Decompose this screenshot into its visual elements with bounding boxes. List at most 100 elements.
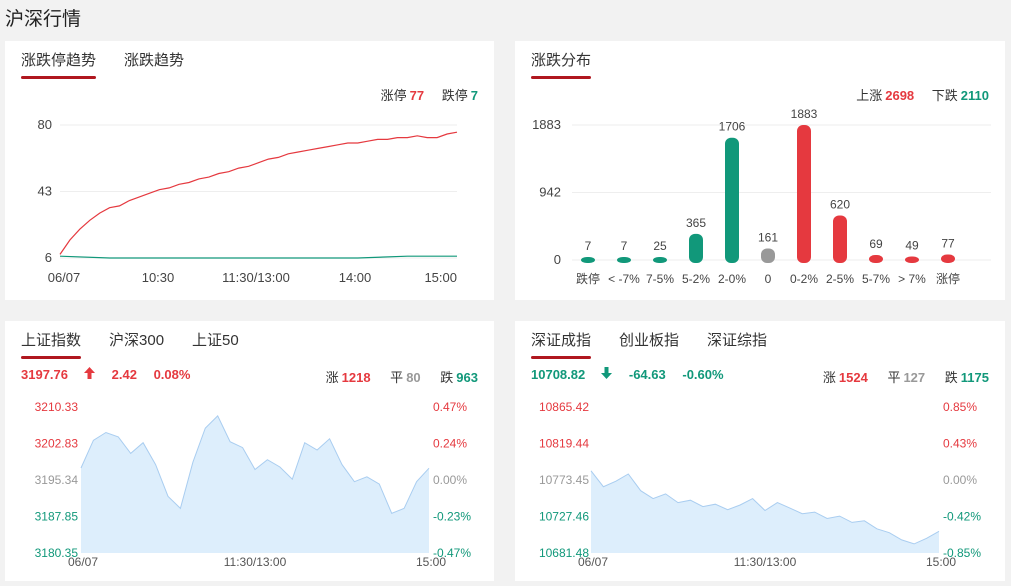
y-tick-label: 0 (554, 252, 561, 267)
x-tick-label: 15:00 (424, 270, 457, 285)
y-tick-label: 80 (38, 117, 52, 132)
category-label: 0 (765, 272, 772, 286)
x-tick-label: 14:00 (339, 270, 372, 285)
sz-up-label: 涨 (822, 370, 836, 385)
up-count-label: 上涨 (856, 88, 883, 103)
dist-summary: 上涨 2698 下跌 2110 (856, 85, 989, 104)
sz-panel-tabs: 深证成指 创业板指 深证综指 (531, 329, 767, 359)
sz-breadth: 涨 1524 平 127 跌 1175 (807, 367, 989, 386)
y-tick-label-left: 10727.46 (539, 510, 589, 524)
tab-distribution[interactable]: 涨跌分布 (531, 49, 592, 79)
y-tick-label-right: -0.23% (433, 510, 471, 524)
category-label: 5-2% (682, 272, 710, 286)
sh-up-value: 1218 (341, 370, 371, 385)
sz-down-value: 1175 (960, 370, 989, 385)
category-label: 2-5% (826, 272, 854, 286)
sz-up-value: 1524 (838, 370, 868, 385)
sz-pct: -0.60% (682, 367, 724, 382)
x-tick-label: 06/07 (578, 555, 608, 569)
limit-down-label: 跌停 (441, 88, 468, 103)
distribution-chart: 1883 942 0 7 跌停 7 < -7% 25 7-5% 365 5-2% 1706 2-0% 16… (532, 107, 991, 286)
arrow-up-icon (84, 367, 95, 379)
bar-value-label: 365 (686, 216, 706, 230)
tab-sz-composite[interactable]: 深证综指 (707, 332, 768, 349)
bar-value-label: 161 (758, 230, 778, 244)
sh-index-chart: 3210.33 0.47% 3202.83 0.24% 3195.34 0.00% 3187… (35, 400, 472, 569)
y-tick-label-left: 3195.34 (35, 473, 79, 487)
x-tick-label: 06/07 (48, 270, 81, 285)
distribution-bar (905, 256, 919, 263)
bar-value-label: 49 (905, 238, 919, 252)
series-line (59, 255, 457, 259)
sh-up-label: 涨 (325, 370, 339, 385)
bar-value-label: 69 (869, 237, 883, 251)
y-tick-label-right: -0.85% (943, 546, 981, 560)
sh-breadth: 涨 1218 平 80 跌 963 (310, 367, 478, 386)
tab-updown-trend[interactable]: 涨跌趋势 (124, 52, 185, 69)
y-tick-label-right: -0.42% (943, 510, 981, 524)
y-tick-label-right: 0.43% (943, 437, 977, 451)
tab-sh-composite[interactable]: 上证指数 (21, 329, 82, 359)
down-count-label: 下跌 (931, 88, 958, 103)
distribution-bar (725, 137, 739, 263)
y-tick-label-left: 3187.85 (35, 510, 79, 524)
tab-csi300[interactable]: 沪深300 (109, 332, 165, 349)
x-tick-label: 11:30/13:00 (734, 555, 797, 569)
y-tick-label: 43 (38, 184, 52, 199)
tab-sse50[interactable]: 上证50 (192, 332, 239, 349)
x-tick-label: 15:00 (416, 555, 446, 569)
category-label: 2-0% (718, 272, 746, 286)
bar-value-label: 620 (830, 198, 850, 212)
category-label: 5-7% (862, 272, 890, 286)
y-tick-label-right: 0.47% (433, 400, 467, 414)
page-title: 沪深行情 (5, 9, 82, 30)
distribution-bar (617, 257, 631, 263)
sz-change: -64.63 (628, 367, 666, 382)
sh-index-panel: 上证指数 沪深300 上证50 3197.76 2.42 0.08% 涨 1218… (5, 321, 494, 581)
sz-index-chart: 10865.42 0.85% 10819.44 0.43% 10773.45 0.00% 1… (539, 400, 981, 569)
y-tick-label-left: 3180.35 (35, 546, 79, 560)
y-tick-label-left: 10681.48 (539, 546, 589, 560)
index-line (80, 415, 430, 514)
limit-trend-chart: 80 43 6 06/07 10:30 11:30/13:00 14:00 15:00 (38, 117, 458, 285)
sh-change: 2.42 (111, 367, 137, 382)
distribution-bar (653, 257, 667, 263)
sh-panel-tabs: 上证指数 沪深300 上证50 (21, 329, 239, 359)
distribution-panel: 涨跌分布 上涨 2698 下跌 2110 1883 942 0 7 跌停 7 < -7% 25 7-… (515, 41, 1005, 300)
limit-down-value: 7 (470, 88, 478, 103)
dist-panel-tabs: 涨跌分布 (531, 49, 592, 79)
y-tick-label-right: 0.00% (433, 473, 467, 487)
category-label: 0-2% (790, 272, 818, 286)
category-label: < -7% (608, 272, 640, 286)
limit-summary: 涨停 77 跌停 7 (381, 85, 478, 104)
distribution-bar (941, 254, 955, 263)
y-tick-label-left: 3202.83 (35, 437, 79, 451)
y-tick-label-right: 0.00% (943, 473, 977, 487)
tab-chinext[interactable]: 创业板指 (619, 332, 680, 349)
sz-flat-value: 127 (903, 370, 926, 385)
y-tick-label-right: -0.47% (433, 546, 471, 560)
arrow-down-icon (601, 367, 613, 379)
y-tick-label-right: 0.24% (433, 437, 467, 451)
sh-down-value: 963 (456, 370, 478, 385)
limit-panel-tabs: 涨跌停趋势 涨跌趋势 (21, 49, 184, 79)
y-tick-label: 6 (45, 250, 52, 265)
x-tick-label: 15:00 (926, 555, 956, 569)
x-tick-label: 11:30/13:00 (222, 270, 290, 285)
index-area (591, 470, 939, 553)
x-tick-label: 10:30 (142, 270, 175, 285)
down-count-value: 2110 (960, 88, 989, 103)
bar-value-label: 77 (941, 236, 955, 250)
sh-price-value: 3197.76 (21, 367, 68, 382)
limit-up-value: 77 (409, 88, 425, 103)
sh-flat-label: 平 (390, 370, 404, 385)
index-line (590, 470, 940, 545)
category-label: > 7% (898, 272, 926, 286)
distribution-bar (581, 257, 595, 263)
x-tick-label: 11:30/13:00 (224, 555, 287, 569)
sh-price: 3197.76 (21, 367, 95, 382)
tab-sz-component[interactable]: 深证成指 (531, 329, 592, 359)
tab-limit-trend[interactable]: 涨跌停趋势 (21, 49, 97, 79)
y-tick-label: 1883 (532, 117, 561, 132)
